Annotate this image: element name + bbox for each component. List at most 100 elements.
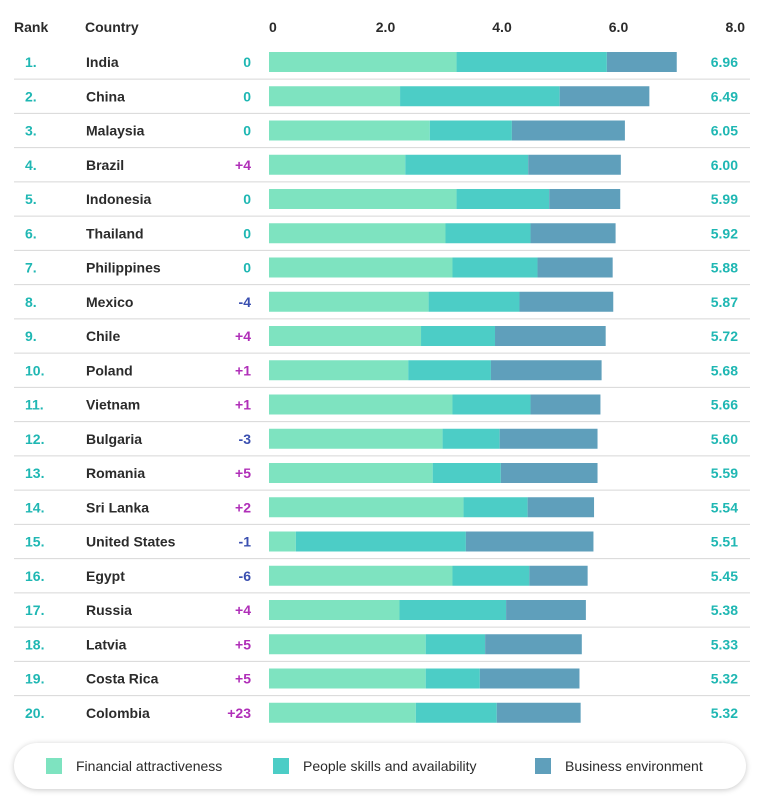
- country-header: Country: [85, 19, 139, 35]
- bar-segment-financial: [269, 702, 416, 723]
- bar-segment-business: [606, 52, 677, 72]
- rank-value: 3.: [25, 123, 37, 139]
- country-name: Egypt: [86, 568, 125, 584]
- total-score: 5.54: [711, 499, 738, 515]
- bar-segment-business: [495, 326, 606, 346]
- rank-change: +5: [235, 671, 251, 687]
- total-score: 6.96: [711, 54, 738, 70]
- rank-value: 2.: [25, 88, 37, 104]
- bar-segment-business: [465, 531, 594, 552]
- bar-segment-people: [405, 154, 529, 175]
- rank-change: -6: [239, 568, 252, 584]
- rank-value: 9.: [25, 328, 37, 344]
- bar-segment-people: [425, 668, 480, 689]
- total-score: 5.66: [711, 397, 738, 413]
- total-score: 5.38: [711, 602, 738, 618]
- rank-change: +5: [235, 636, 251, 652]
- legend-item-financial: Financial attractiveness: [46, 758, 222, 774]
- bar-segment-people: [452, 394, 531, 415]
- country-name: Costa Rica: [86, 671, 159, 687]
- bar-segment-business: [506, 600, 586, 620]
- country-name: Mexico: [86, 294, 133, 310]
- bar-segment-financial: [269, 497, 464, 518]
- bar-segment-financial: [269, 634, 426, 655]
- bar-segment-business: [511, 120, 625, 141]
- rank-change: 0: [243, 225, 251, 241]
- rank-change: +4: [235, 328, 251, 344]
- rank-change: +23: [227, 705, 251, 721]
- rank-change: +2: [235, 499, 251, 515]
- bar-segment-financial: [269, 565, 453, 586]
- bar-segment-people: [463, 497, 528, 518]
- bar-segment-people: [415, 702, 497, 723]
- bar-segment-people: [429, 120, 512, 141]
- rank-change: +4: [235, 157, 251, 173]
- country-name: Russia: [86, 602, 132, 618]
- rank-value: 14.: [25, 499, 44, 515]
- rank-value: 15.: [25, 534, 44, 550]
- bar-segment-people: [456, 52, 607, 72]
- bar-segment-people: [421, 326, 496, 346]
- rank-change: -4: [239, 294, 252, 310]
- rank-value: 6.: [25, 225, 37, 241]
- country-name: India: [86, 54, 119, 70]
- country-name: Vietnam: [86, 397, 140, 413]
- bar-segment-financial: [269, 531, 296, 552]
- country-name: Poland: [86, 362, 133, 378]
- rank-value: 20.: [25, 705, 44, 721]
- total-score: 5.68: [711, 362, 738, 378]
- rank-change: 0: [243, 191, 251, 207]
- rank-value: 18.: [25, 636, 44, 652]
- bar-segment-business: [530, 223, 616, 244]
- country-name: Sri Lanka: [86, 499, 149, 515]
- total-score: 5.72: [711, 328, 738, 344]
- bar-segment-financial: [269, 428, 443, 449]
- legend-item-people: People skills and availability: [273, 758, 477, 774]
- ranking-chart: Rank Country 0 2.0 4.0 6.0 8.01. India 0 6.962. Ch…: [14, 19, 750, 723]
- bar-segment-people: [428, 291, 520, 312]
- rank-change: +1: [235, 397, 251, 413]
- rank-value: 16.: [25, 568, 44, 584]
- rank-header: Rank: [14, 19, 48, 35]
- x-tick-label: 2.0: [376, 19, 396, 35]
- bar-segment-financial: [269, 257, 453, 278]
- bar-segment-financial: [269, 189, 457, 209]
- rank-change: 0: [243, 260, 251, 276]
- bar-segment-people: [456, 189, 550, 209]
- bar-segment-business: [549, 189, 621, 209]
- rank-change: 0: [243, 54, 251, 70]
- total-score: 5.51: [711, 534, 738, 550]
- total-score: 5.32: [711, 705, 738, 721]
- total-score: 5.92: [711, 225, 738, 241]
- bar-segment-people: [452, 257, 538, 278]
- bar-segment-people: [452, 565, 530, 586]
- rank-change: -1: [239, 534, 252, 550]
- total-score: 6.00: [711, 157, 738, 173]
- country-name: Bulgaria: [86, 431, 142, 447]
- bar-segment-business: [529, 565, 588, 586]
- rank-value: 8.: [25, 294, 37, 310]
- rank-change: +1: [235, 362, 251, 378]
- bar-segment-business: [559, 86, 650, 107]
- bar-segment-people: [445, 223, 531, 244]
- bar-segment-financial: [269, 291, 429, 312]
- legend-item-business: Business environment: [535, 758, 703, 774]
- country-name: Brazil: [86, 157, 124, 173]
- country-name: Malaysia: [86, 123, 145, 139]
- rank-change: 0: [243, 123, 251, 139]
- legend-swatch-financial: [46, 758, 62, 774]
- bar-segment-financial: [269, 223, 446, 244]
- total-score: 5.59: [711, 465, 738, 481]
- total-score: 5.33: [711, 636, 738, 652]
- rank-change: +4: [235, 602, 251, 618]
- legend-label-people: People skills and availability: [303, 758, 477, 774]
- bar-segment-financial: [269, 463, 433, 483]
- bar-segment-business: [500, 463, 598, 483]
- country-name: Romania: [86, 465, 145, 481]
- rank-value: 13.: [25, 465, 44, 481]
- total-score: 5.99: [711, 191, 738, 207]
- total-score: 6.05: [711, 123, 738, 139]
- x-tick-label: 8.0: [726, 19, 746, 35]
- rank-change: 0: [243, 88, 251, 104]
- rank-change: -3: [239, 431, 252, 447]
